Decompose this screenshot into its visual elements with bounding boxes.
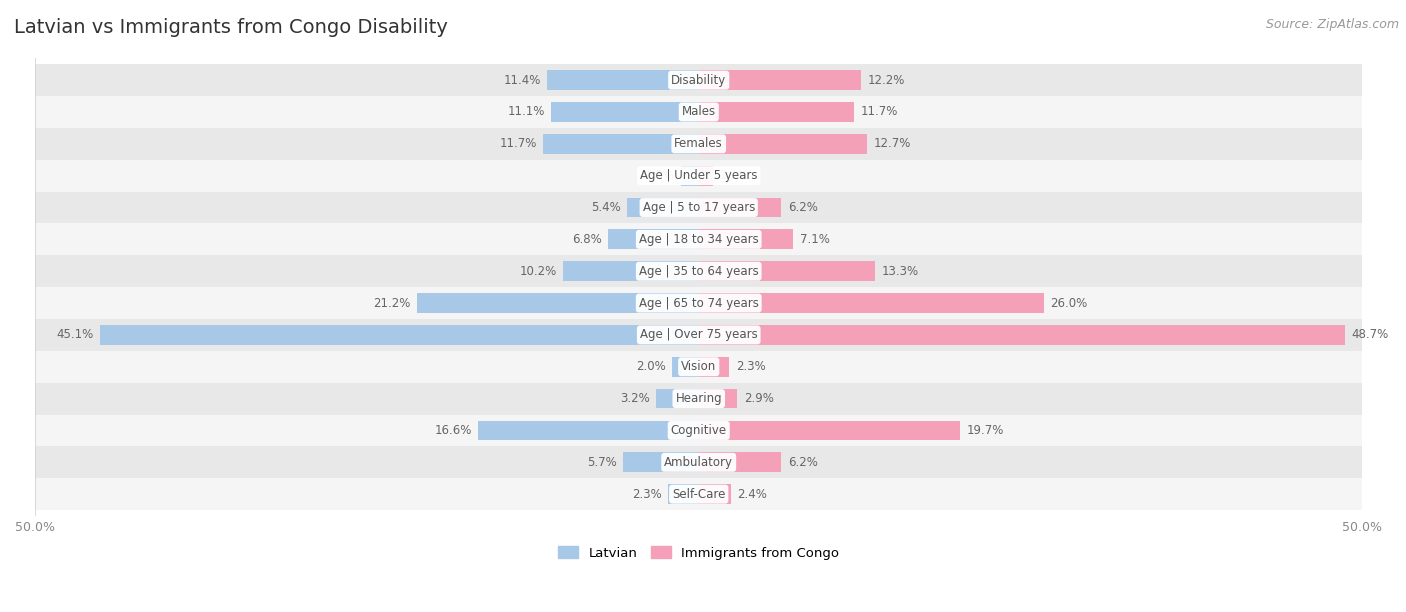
- Bar: [699, 134, 868, 154]
- Bar: [35, 351, 1362, 382]
- Bar: [609, 230, 699, 249]
- Bar: [35, 414, 1362, 446]
- Text: 21.2%: 21.2%: [374, 297, 411, 310]
- Bar: [35, 96, 1362, 128]
- Bar: [623, 452, 699, 472]
- Bar: [35, 478, 1362, 510]
- Text: 11.7%: 11.7%: [499, 137, 537, 151]
- Bar: [699, 325, 1346, 345]
- Text: Age | 35 to 64 years: Age | 35 to 64 years: [638, 265, 759, 278]
- Text: 1.1%: 1.1%: [720, 169, 749, 182]
- Bar: [699, 102, 853, 122]
- Bar: [35, 223, 1362, 255]
- Bar: [35, 192, 1362, 223]
- Bar: [682, 166, 699, 185]
- Text: 11.1%: 11.1%: [508, 105, 544, 119]
- Bar: [699, 166, 713, 185]
- Bar: [699, 389, 737, 408]
- Bar: [100, 325, 699, 345]
- Text: 19.7%: 19.7%: [967, 424, 1004, 437]
- Text: 12.2%: 12.2%: [868, 73, 904, 87]
- Bar: [547, 70, 699, 90]
- Text: 2.0%: 2.0%: [636, 360, 665, 373]
- Bar: [657, 389, 699, 408]
- Text: 13.3%: 13.3%: [882, 265, 920, 278]
- Text: 6.2%: 6.2%: [787, 201, 817, 214]
- Text: 11.4%: 11.4%: [503, 73, 541, 87]
- Bar: [35, 64, 1362, 96]
- Text: 3.2%: 3.2%: [620, 392, 650, 405]
- Text: 10.2%: 10.2%: [519, 265, 557, 278]
- Text: 2.4%: 2.4%: [737, 488, 768, 501]
- Text: Latvian vs Immigrants from Congo Disability: Latvian vs Immigrants from Congo Disabil…: [14, 18, 449, 37]
- Bar: [627, 198, 699, 217]
- Bar: [544, 134, 699, 154]
- Text: 6.2%: 6.2%: [787, 456, 817, 469]
- Bar: [699, 230, 793, 249]
- Bar: [35, 287, 1362, 319]
- Bar: [35, 319, 1362, 351]
- Bar: [35, 160, 1362, 192]
- Bar: [564, 261, 699, 281]
- Bar: [699, 293, 1043, 313]
- Text: 2.9%: 2.9%: [744, 392, 773, 405]
- Bar: [699, 452, 782, 472]
- Text: 5.4%: 5.4%: [591, 201, 620, 214]
- Bar: [699, 357, 730, 376]
- Text: 48.7%: 48.7%: [1351, 329, 1389, 341]
- Bar: [699, 484, 731, 504]
- Bar: [478, 420, 699, 440]
- Text: Females: Females: [675, 137, 723, 151]
- Bar: [551, 102, 699, 122]
- Bar: [668, 484, 699, 504]
- Bar: [699, 420, 960, 440]
- Text: Ambulatory: Ambulatory: [664, 456, 734, 469]
- Bar: [699, 261, 876, 281]
- Text: Disability: Disability: [671, 73, 727, 87]
- Text: Males: Males: [682, 105, 716, 119]
- Text: Age | 18 to 34 years: Age | 18 to 34 years: [638, 233, 759, 246]
- Text: Vision: Vision: [681, 360, 717, 373]
- Bar: [699, 70, 860, 90]
- Bar: [418, 293, 699, 313]
- Legend: Latvian, Immigrants from Congo: Latvian, Immigrants from Congo: [553, 541, 845, 565]
- Text: 45.1%: 45.1%: [56, 329, 93, 341]
- Text: 12.7%: 12.7%: [875, 137, 911, 151]
- Text: Cognitive: Cognitive: [671, 424, 727, 437]
- Text: 2.3%: 2.3%: [631, 488, 662, 501]
- Text: 16.6%: 16.6%: [434, 424, 472, 437]
- Text: Age | 5 to 17 years: Age | 5 to 17 years: [643, 201, 755, 214]
- Text: 5.7%: 5.7%: [586, 456, 616, 469]
- Bar: [699, 198, 782, 217]
- Text: 11.7%: 11.7%: [860, 105, 898, 119]
- Text: 6.8%: 6.8%: [572, 233, 602, 246]
- Text: Age | Over 75 years: Age | Over 75 years: [640, 329, 758, 341]
- Bar: [35, 128, 1362, 160]
- Text: 26.0%: 26.0%: [1050, 297, 1088, 310]
- Text: 7.1%: 7.1%: [800, 233, 830, 246]
- Text: 1.3%: 1.3%: [645, 169, 675, 182]
- Text: Source: ZipAtlas.com: Source: ZipAtlas.com: [1265, 18, 1399, 31]
- Text: Hearing: Hearing: [675, 392, 723, 405]
- Text: Age | Under 5 years: Age | Under 5 years: [640, 169, 758, 182]
- Text: 2.3%: 2.3%: [735, 360, 766, 373]
- Bar: [35, 446, 1362, 478]
- Bar: [35, 382, 1362, 414]
- Text: Age | 65 to 74 years: Age | 65 to 74 years: [638, 297, 759, 310]
- Text: Self-Care: Self-Care: [672, 488, 725, 501]
- Bar: [35, 255, 1362, 287]
- Bar: [672, 357, 699, 376]
